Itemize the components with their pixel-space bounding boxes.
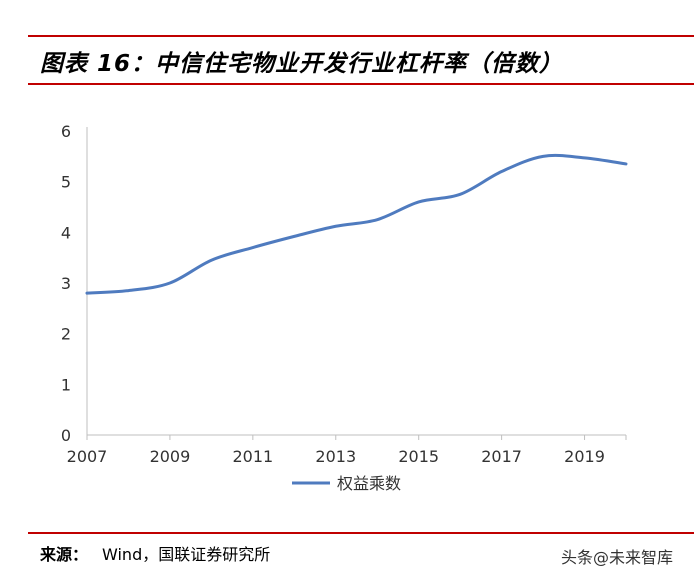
x-tick-label: 2019 — [564, 447, 605, 466]
x-tick-label: 2011 — [232, 447, 273, 466]
chart-series — [85, 153, 628, 295]
source-note: 来源： Wind，国联证券研究所 — [40, 541, 270, 565]
watermark: 头条@未来智库 — [561, 544, 673, 568]
watermark-text: 头条@未来智库 — [561, 548, 674, 567]
x-tick-label: 2013 — [315, 447, 356, 466]
x-tick-label: 2009 — [150, 447, 191, 466]
page-title: 图表 16：中信住宅物业开发行业杠杆率（倍数） — [40, 51, 564, 77]
y-tick-label: 3 — [61, 274, 71, 293]
header-top-rule — [28, 35, 694, 37]
y-tick-label: 4 — [61, 223, 71, 242]
y-tick-labels: 0 1 2 3 4 5 6 — [61, 122, 71, 445]
y-tick-label: 5 — [61, 173, 71, 192]
x-tick-label: 2015 — [398, 447, 439, 466]
legend-label: 权益乘数 — [337, 474, 401, 493]
y-tick-label: 1 — [61, 375, 71, 394]
y-tick-label: 0 — [61, 426, 71, 445]
header-bottom-rule — [28, 83, 694, 85]
chart-axes — [86, 127, 626, 436]
series-line-0 — [85, 153, 628, 295]
x-tick-label: 2007 — [67, 447, 108, 466]
x-tick-labels: 2007 2009 2011 2013 2015 2017 2019 — [67, 435, 627, 466]
source-label: 来源： — [40, 545, 89, 564]
source-text: Wind，国联证券研究所 — [102, 545, 271, 564]
chart-legend: 权益乘数 — [292, 474, 401, 493]
y-tick-label: 6 — [61, 122, 71, 141]
y-tick-label: 2 — [61, 325, 71, 344]
x-tick-label: 2017 — [481, 447, 522, 466]
line-chart: 0 1 2 3 4 5 6 2007 2009 2011 2013 2015 2017 2019 权益乘… — [61, 122, 628, 493]
footer-rule — [28, 532, 694, 534]
